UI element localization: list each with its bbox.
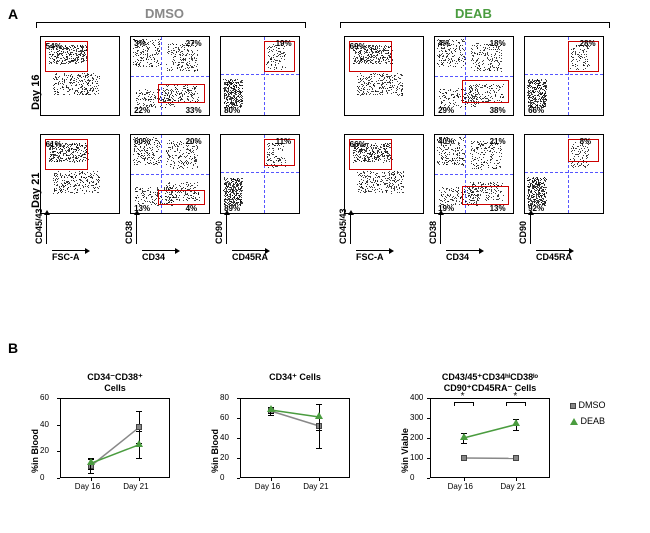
scatter-deab_d16_p2: 4%18%29%38% xyxy=(434,36,514,116)
scatter-deab_d21_p1: 66% xyxy=(344,134,424,214)
scatter-deab_d21_p3: 8%92% xyxy=(524,134,604,214)
col-title-deab: DEAB xyxy=(455,6,492,21)
col-title-dmso: DMSO xyxy=(145,6,184,21)
scatter-dmso_d16_p2: 3%27%22%33% xyxy=(130,36,210,116)
scatter-deab_d16_p3: 28%66% xyxy=(524,36,604,116)
bracket-deab xyxy=(340,22,610,28)
legend-deab-marker xyxy=(570,418,578,425)
scatter-dmso_d16_p1: 54% xyxy=(40,36,120,116)
row-d21: Day 21 xyxy=(30,173,42,208)
legend-deab: DEAB xyxy=(570,416,605,426)
bracket-dmso xyxy=(36,22,306,28)
scatter-dmso_d21_p2: 60%20%13%4% xyxy=(130,134,210,214)
scatter-deab_d21_p2: 40%21%19%13% xyxy=(434,134,514,214)
scatter-dmso_d21_p3: 11%89% xyxy=(220,134,300,214)
legend-deab-label: DEAB xyxy=(581,416,606,426)
scatter-dmso_d21_p1: 61% xyxy=(40,134,120,214)
panel-a-label: A xyxy=(8,6,18,22)
panel-b-label: B xyxy=(8,340,18,356)
scatter-deab_d16_p1: 69% xyxy=(344,36,424,116)
row-d16: Day 16 xyxy=(30,75,42,110)
scatter-dmso_d16_p3: 19%80% xyxy=(220,36,300,116)
legend-dmso-label: DMSO xyxy=(579,400,606,410)
legend-dmso: DMSO xyxy=(570,400,606,410)
legend-dmso-marker xyxy=(570,403,576,409)
